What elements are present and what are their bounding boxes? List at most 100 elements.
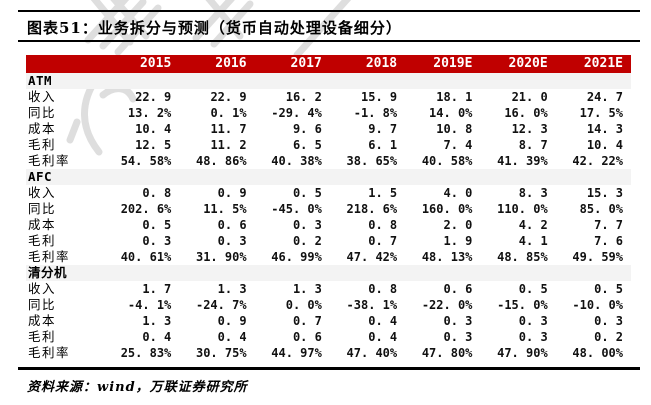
value-cell: -1. 8% [353, 106, 398, 120]
value-cell: 10. 8 [436, 122, 473, 136]
value-cell: 0. 5 [594, 282, 623, 296]
value-cell: 7. 6 [594, 234, 623, 248]
row-label: 收入 [28, 281, 57, 296]
forecast-table: 2015 2016 2017 2018 2019E 2020E 2021E ATM 收入 22.… [26, 55, 631, 361]
value-cell: 0. 3 [518, 330, 548, 344]
row-label: 毛利率 [28, 153, 71, 168]
row-label: 成本 [28, 217, 57, 232]
value-cell: -15. 0% [497, 298, 548, 312]
value-cell: 0. 3 [142, 234, 172, 248]
value-cell: 0. 5 [142, 218, 172, 232]
value-cell: 17. 5% [579, 106, 623, 120]
value-cell: 0. 4 [217, 330, 247, 344]
value-cell: 11. 7 [210, 122, 247, 136]
value-cell: 0. 2 [292, 234, 322, 248]
value-cell: -4. 1% [127, 298, 172, 312]
value-cell: 0. 7 [368, 234, 398, 248]
value-cell: 9. 7 [368, 122, 398, 136]
value-cell: 47. 40% [346, 346, 398, 360]
value-cell: 44. 97% [271, 346, 322, 360]
row-label: 同比 [28, 105, 57, 120]
value-cell: 16. 2 [285, 90, 322, 104]
value-cell: 12. 5 [135, 138, 172, 152]
value-cell: 0. 3 [443, 314, 473, 328]
section-row: ATM [26, 73, 631, 89]
value-cell: 0. 4 [142, 330, 172, 344]
value-cell: 47. 80% [421, 346, 473, 360]
year-column-header: 2021E [555, 55, 631, 73]
value-cell: 0. 3 [292, 218, 322, 232]
table-row: 成本 0. 5 0. 6 0. 3 0. 8 2. 0 4. 2 7. 7 [26, 217, 631, 233]
row-label: 毛利率 [28, 249, 71, 264]
value-cell: 24. 7 [586, 90, 623, 104]
value-cell: 54. 58% [120, 154, 172, 168]
value-cell: -24. 7% [195, 298, 247, 312]
value-cell: 25. 83% [120, 346, 172, 360]
value-cell: 6. 5 [292, 138, 322, 152]
value-cell: 0. 3 [443, 330, 473, 344]
value-cell: 47. 90% [497, 346, 548, 360]
value-cell: 48. 86% [195, 154, 247, 168]
value-cell: 4. 0 [443, 186, 473, 200]
value-cell: 0. 9 [217, 314, 247, 328]
value-cell: 13. 2% [127, 106, 172, 120]
value-cell: 0. 9 [217, 186, 247, 200]
value-cell: 48. 00% [572, 346, 623, 360]
year-column-header: 2015 [104, 55, 180, 73]
table-header-row: 2015 2016 2017 2018 2019E 2020E 2021E [26, 55, 631, 73]
value-cell: 0. 5 [518, 282, 548, 296]
value-cell: 0. 1% [210, 106, 247, 120]
row-label: 成本 [28, 313, 57, 328]
value-cell: 1. 7 [142, 282, 172, 296]
value-cell: 48. 85% [497, 250, 548, 264]
value-cell: 0. 3 [217, 234, 247, 248]
row-label: 收入 [28, 89, 57, 104]
value-cell: 49. 59% [572, 250, 623, 264]
value-cell: 42. 22% [572, 154, 623, 168]
value-cell: -38. 1% [346, 298, 398, 312]
value-cell: 218. 6% [346, 202, 398, 216]
table-row: 成本 10. 4 11. 7 9. 6 9. 7 10. 8 12. 3 14. 3 [26, 121, 631, 137]
section-row: AFC [26, 169, 631, 185]
value-cell: -22. 0% [421, 298, 473, 312]
value-cell: -29. 4% [271, 106, 322, 120]
value-cell: 47. 42% [346, 250, 398, 264]
value-cell: 7. 7 [594, 218, 623, 232]
value-cell: 40. 61% [120, 250, 172, 264]
row-label-column-header [26, 55, 104, 73]
value-cell: 4. 2 [518, 218, 548, 232]
table-row: 毛利率 54. 58% 48. 86% 40. 38% 38. 65% 40. 58% 41… [26, 153, 631, 169]
table-row: 同比 202. 6% 11. 5% -45. 0% 218. 6% 160. 0% 110.… [26, 201, 631, 217]
value-cell: 0. 0% [285, 298, 322, 312]
row-label: 毛利 [28, 329, 57, 344]
value-cell: 16. 0% [504, 106, 548, 120]
year-column-header: 2017 [254, 55, 330, 73]
table-row: 毛利率 40. 61% 31. 90% 46. 99% 47. 42% 48. 13% 48… [26, 249, 631, 265]
bottom-rule [18, 367, 640, 370]
row-label: 毛利率 [28, 345, 71, 360]
value-cell: 10. 4 [586, 138, 623, 152]
value-cell: -10. 0% [572, 298, 623, 312]
value-cell: 10. 4 [135, 122, 172, 136]
value-cell: 46. 99% [271, 250, 322, 264]
value-cell: 30. 75% [195, 346, 247, 360]
value-cell: -45. 0% [271, 202, 322, 216]
value-cell: 38. 65% [346, 154, 398, 168]
value-cell: 15. 3 [586, 186, 623, 200]
row-label: 成本 [28, 121, 57, 136]
row-label: 同比 [28, 297, 57, 312]
value-cell: 1. 3 [142, 314, 172, 328]
year-column-header: 2019E [405, 55, 481, 73]
table-row: 毛利率 25. 83% 30. 75% 44. 97% 47. 40% 47. 80% 47… [26, 345, 631, 361]
table-row: 同比 -4. 1% -24. 7% 0. 0% -38. 1% -22. 0% -15. 0… [26, 297, 631, 313]
value-cell: 8. 3 [518, 186, 548, 200]
figure-title: 图表51：业务拆分与预测（货币自动处理设备细分） [27, 19, 402, 37]
section-row: 清分机 [26, 265, 631, 281]
title-underline-rule [18, 40, 640, 42]
value-cell: 40. 38% [271, 154, 322, 168]
value-cell: 7. 4 [443, 138, 473, 152]
table-row: 毛利 0. 3 0. 3 0. 2 0. 7 1. 9 4. 1 7. 6 [26, 233, 631, 249]
value-cell: 6. 1 [368, 138, 398, 152]
value-cell: 15. 9 [361, 90, 398, 104]
